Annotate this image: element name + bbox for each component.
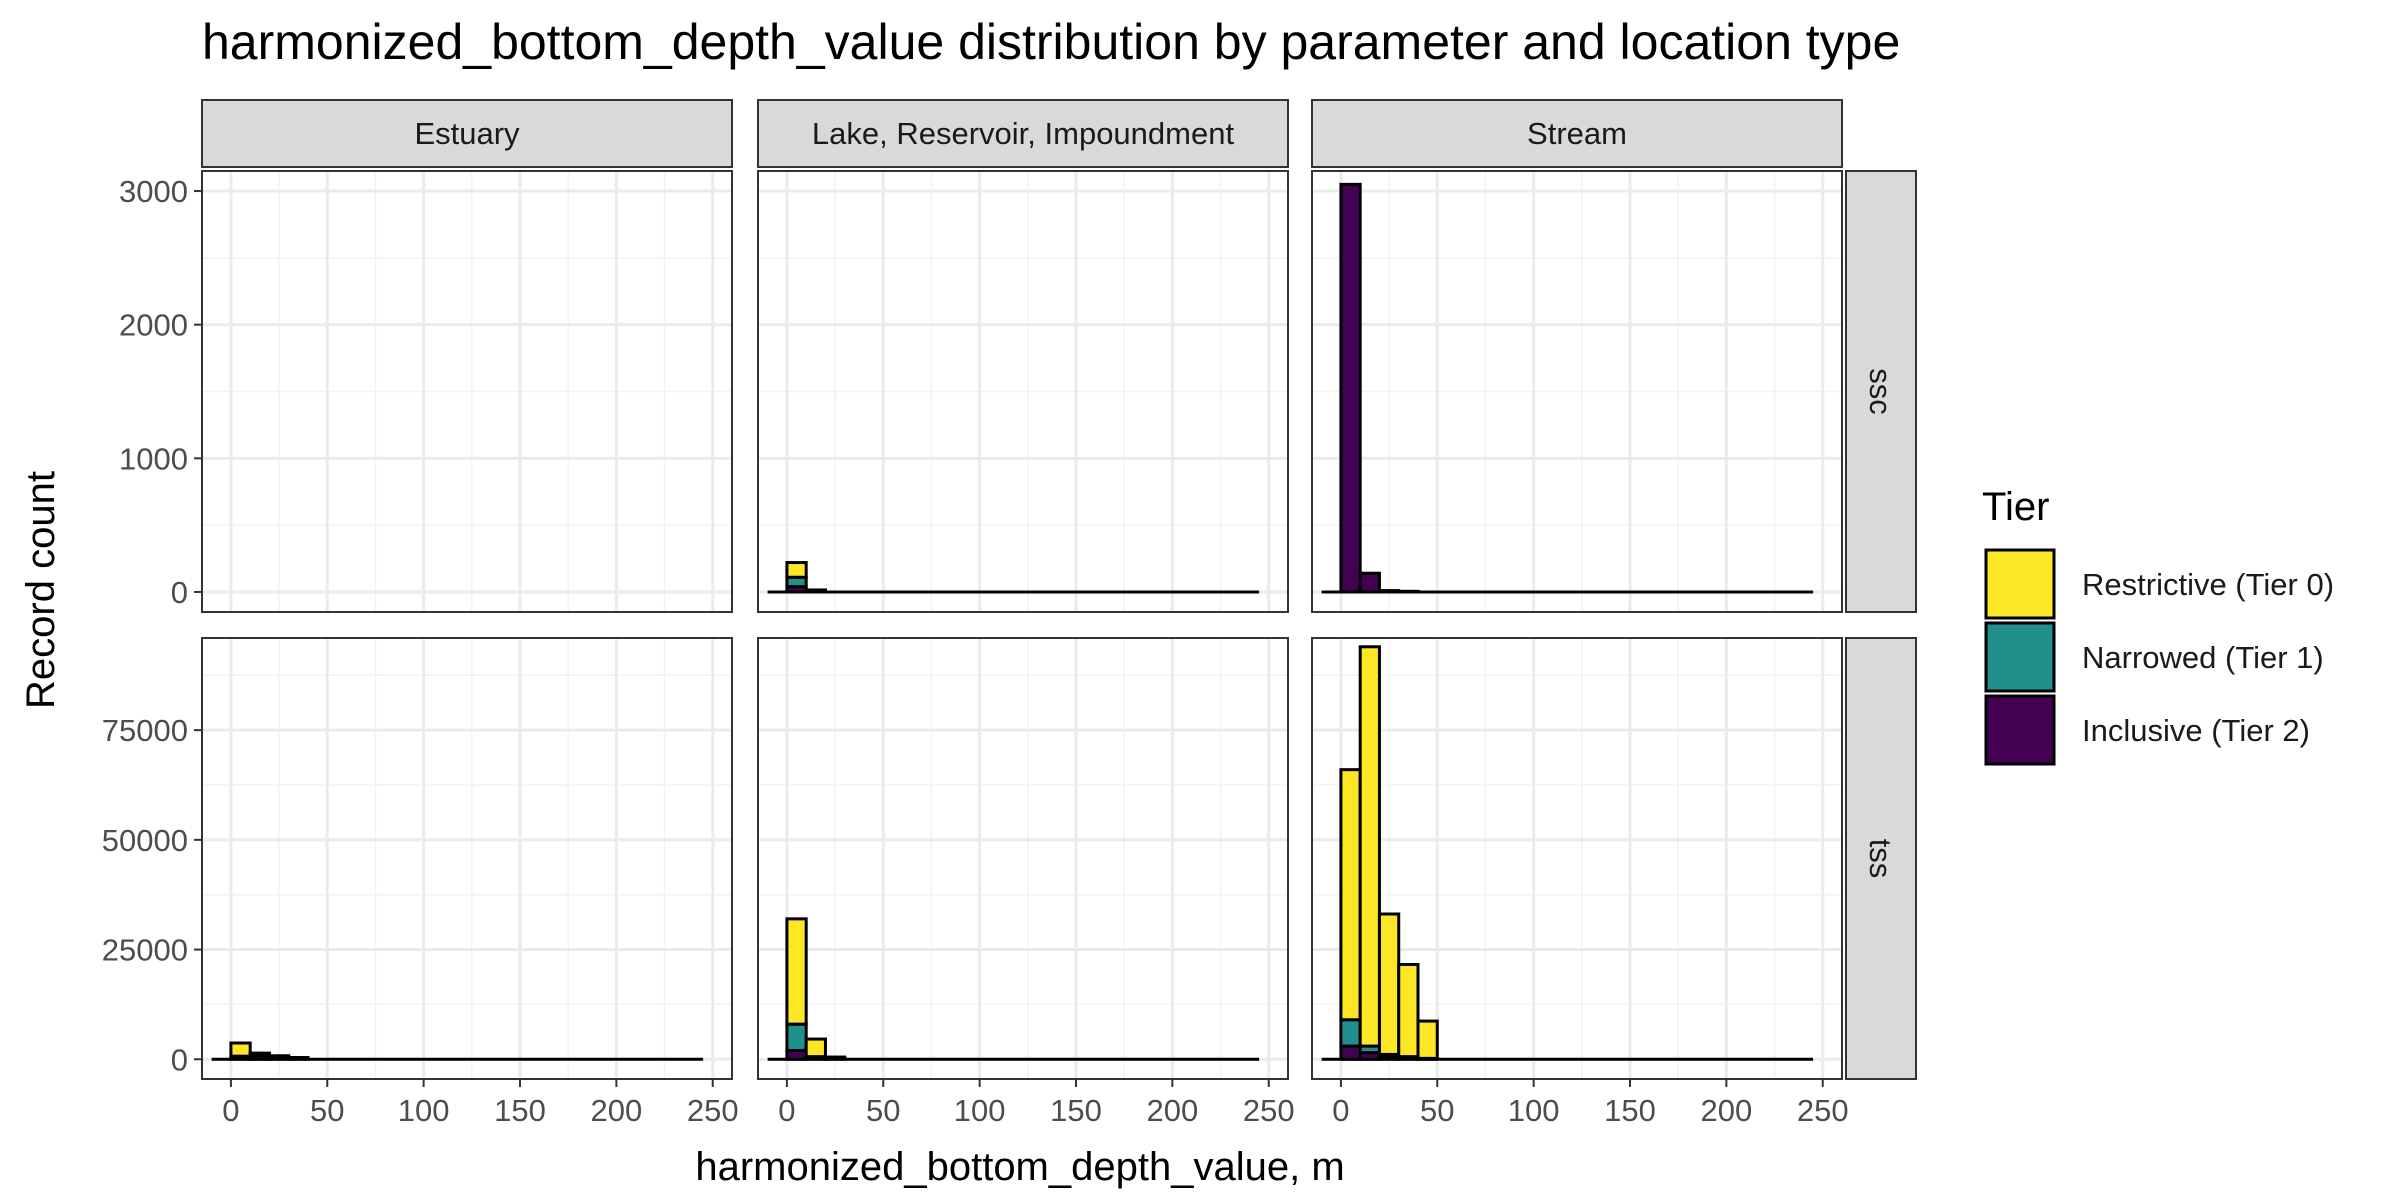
y-tick-label: 25000 (102, 933, 188, 968)
x-tick-label: 150 (494, 1093, 546, 1128)
column-strip (201, 99, 733, 168)
panel-tss-estuary (201, 637, 733, 1080)
x-tick-label: 150 (1604, 1093, 1656, 1128)
y-tick-label: 0 (171, 1042, 188, 1077)
bar-restrictive-tier-0-bin-40 (1416, 1019, 1439, 1060)
bar-inclusive-tier-2-bin-0 (1339, 182, 1362, 594)
bar-restrictive-tier-0-bin-30 (287, 1055, 310, 1060)
x-tick-label: 200 (590, 1093, 642, 1128)
x-tick-label: 0 (222, 1093, 239, 1128)
x-tick-label: 200 (1146, 1093, 1198, 1128)
x-tick-label: 250 (1243, 1093, 1295, 1128)
panel-tss-stream (1311, 637, 1843, 1080)
column-strip (1311, 99, 1843, 168)
row-strip-label-ssc: ssc (1863, 368, 1898, 415)
x-tick-label: 50 (866, 1093, 900, 1128)
row-strip (1845, 170, 1917, 613)
y-tick-label: 1000 (119, 441, 188, 476)
bar-inclusive-tier-2-bin-10 (1358, 571, 1381, 594)
y-axis-title: Record count (19, 471, 63, 709)
panel-ssc-lake-reservoir-impoundment (757, 170, 1289, 613)
legend-label-inclusive-tier-2: Inclusive (Tier 2) (2082, 713, 2310, 748)
bar-restrictive-tier-0-bin-10 (804, 588, 827, 593)
x-tick-label: 50 (1420, 1093, 1454, 1128)
legend-label-restrictive-tier-0: Restrictive (Tier 0) (2082, 567, 2334, 602)
panel-tss-lake-reservoir-impoundment (757, 637, 1289, 1080)
x-tick-label: 100 (1508, 1093, 1560, 1128)
bar-restrictive-tier-0-bin-20 (267, 1054, 291, 1059)
row-strip-label-tss: tss (1863, 839, 1898, 879)
bar-restrictive-tier-0-bin-0 (785, 917, 808, 1026)
bar-restrictive-tier-0-bin-10 (804, 1037, 827, 1059)
x-tick-label: 200 (1700, 1093, 1752, 1128)
bar-restrictive-tier-0-bin-0 (785, 561, 808, 579)
panel-border (757, 170, 1289, 613)
panel-background (758, 638, 1288, 1079)
legend: Tier Restrictive (Tier 0) Narrowed (Tier … (1982, 485, 2334, 766)
bar-restrictive-tier-0-bin-10 (248, 1051, 271, 1056)
legend-label-narrowed-tier-1: Narrowed (Tier 1) (2082, 640, 2324, 675)
legend-swatch-restrictive-tier-0 (1984, 548, 2056, 620)
bar-narrowed-tier-1-bin-0 (785, 1022, 808, 1052)
bar-inclusive-tier-2-bin-30 (1397, 589, 1420, 594)
y-tick-label: 2000 (119, 308, 188, 343)
row-strip (1845, 637, 1917, 1080)
y-tick-label: 0 (171, 575, 188, 610)
chart-title: harmonized_bottom_depth_value distributi… (202, 14, 1900, 70)
x-tick-label: 0 (778, 1093, 795, 1128)
panel-ssc-stream (1311, 170, 1843, 613)
column-strip (757, 99, 1289, 168)
bar-restrictive-tier-0-bin-20 (823, 1055, 847, 1060)
bar-restrictive-tier-0-bin-0 (1339, 768, 1362, 1022)
y-tick-label: 75000 (102, 713, 188, 748)
bar-narrowed-tier-1-bin-0 (1339, 1018, 1362, 1048)
legend-swatch-narrowed-tier-1 (1984, 621, 2056, 693)
legend-title: Tier (1982, 485, 2049, 529)
bar-restrictive-tier-0-bin-10 (1358, 645, 1381, 1048)
y-tick-label: 50000 (102, 823, 188, 858)
panel-border (201, 637, 733, 1080)
x-axis-title: harmonized_bottom_depth_value, m (695, 1145, 1344, 1189)
x-tick-label: 0 (1332, 1093, 1349, 1128)
bar-restrictive-tier-0-bin-30 (1397, 962, 1420, 1059)
panel-border (757, 637, 1289, 1080)
panel-background (202, 638, 732, 1079)
panel-border (1311, 170, 1843, 613)
panel-border (201, 170, 733, 613)
panel-ssc-estuary (201, 170, 733, 613)
y-tick-label: 3000 (119, 174, 188, 209)
panels-layer: Estuary Lake, Reservoir, Impoundment Strea… (201, 99, 1917, 1080)
column-strip-label-stream: Stream (1527, 116, 1627, 151)
column-strip-label-estuary: Estuary (414, 116, 520, 151)
legend-swatch-inclusive-tier-2 (1984, 694, 2056, 766)
column-strip-label-lake-reservoir-impoundment: Lake, Reservoir, Impoundment (812, 116, 1235, 151)
x-tick-label: 50 (310, 1093, 344, 1128)
bar-inclusive-tier-2-bin-0 (1339, 1044, 1362, 1061)
bar-inclusive-tier-2-bin-20 (1377, 589, 1401, 594)
panel-border (1311, 637, 1843, 1080)
x-tick-label: 100 (954, 1093, 1006, 1128)
x-tick-label: 250 (1797, 1093, 1849, 1128)
x-tick-label: 100 (398, 1093, 450, 1128)
bar-restrictive-tier-0-bin-20 (1377, 912, 1401, 1056)
bar-restrictive-tier-0-bin-0 (229, 1041, 252, 1058)
x-tick-label: 150 (1050, 1093, 1102, 1128)
x-tick-label: 250 (687, 1093, 739, 1128)
